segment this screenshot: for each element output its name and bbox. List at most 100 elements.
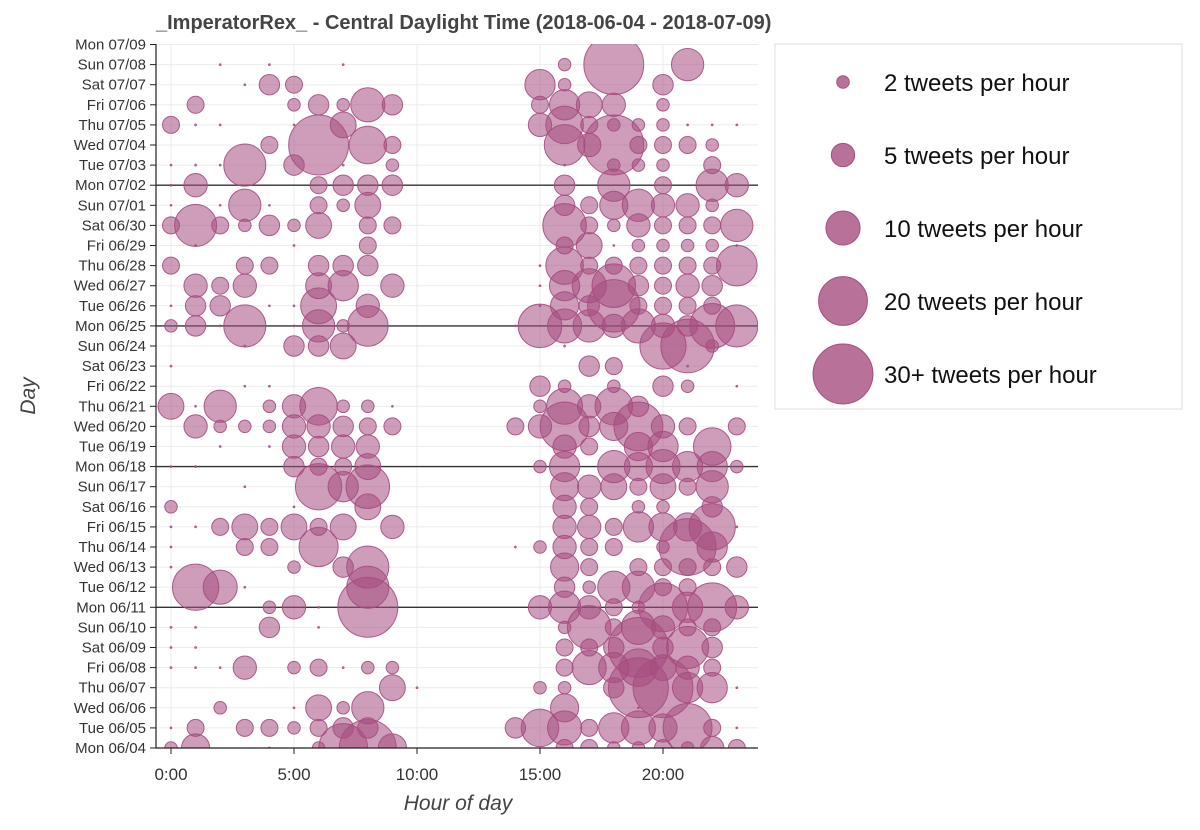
tweet-bubble bbox=[529, 375, 551, 397]
tweet-bubble bbox=[332, 254, 354, 277]
tweet-bubble bbox=[235, 256, 254, 275]
tweet-bubble bbox=[231, 513, 259, 541]
tweet-bubble bbox=[675, 193, 700, 218]
tweet-bubble bbox=[580, 437, 599, 456]
tweet-bubble bbox=[336, 98, 350, 112]
tweet-bubble bbox=[548, 89, 581, 121]
tweet-bubble bbox=[678, 578, 697, 597]
y-tick-label: Wed 06/13 bbox=[74, 559, 146, 576]
tweet-bubble bbox=[678, 417, 697, 436]
tweet-bubble bbox=[218, 203, 222, 207]
tweet-bubble bbox=[385, 158, 400, 172]
tweet-bubble bbox=[580, 115, 599, 134]
legend: 2 tweets per hour 5 tweets per hour 10 twe… bbox=[774, 43, 1183, 410]
tweet-bubble bbox=[594, 387, 634, 426]
tweet-bubble bbox=[355, 293, 380, 318]
tweet-bubble bbox=[705, 138, 719, 152]
tweet-bubble bbox=[184, 315, 207, 337]
tweet-bubble bbox=[262, 399, 277, 414]
legend-marker bbox=[836, 75, 850, 89]
tweet-bubble bbox=[292, 304, 296, 308]
tweet-bubble bbox=[209, 295, 231, 317]
tweet-bubble bbox=[235, 718, 254, 737]
y-tick-label: Wed 07/04 bbox=[74, 137, 146, 154]
tweet-bubble bbox=[307, 254, 330, 277]
tweet-bubble bbox=[283, 335, 305, 357]
tweet-bubble bbox=[329, 332, 357, 360]
tweet-bubble bbox=[580, 538, 599, 556]
tweet-bubble bbox=[292, 505, 296, 509]
tweet-bubble bbox=[174, 203, 218, 247]
tweet-bubble bbox=[696, 672, 728, 704]
tweet-bubble bbox=[727, 417, 746, 436]
x-tick-label: 15:00 bbox=[519, 765, 562, 784]
tweet-bubble bbox=[169, 304, 173, 308]
tweet-bubble bbox=[701, 274, 723, 297]
tweet-bubble bbox=[724, 595, 749, 620]
tweet-bubble bbox=[735, 726, 739, 730]
tweet-bubble bbox=[678, 136, 697, 154]
tweet-bubble bbox=[381, 94, 404, 116]
tweet-bubble bbox=[506, 417, 525, 436]
tweet-bubble bbox=[701, 636, 723, 659]
y-tick-label: Mon 07/02 bbox=[75, 177, 146, 194]
tweet-bubble bbox=[211, 216, 230, 235]
y-tick-label: Fri 06/29 bbox=[87, 238, 146, 255]
tweet-bubble bbox=[703, 156, 722, 175]
tweet-bubble bbox=[715, 304, 758, 348]
y-axis-label: Day bbox=[17, 376, 40, 415]
tweet-bubble bbox=[268, 384, 271, 388]
tweet-bubble bbox=[183, 273, 208, 298]
tweet-bubble bbox=[703, 658, 722, 677]
tweet-bubble bbox=[169, 183, 173, 187]
tweet-bubble bbox=[258, 73, 281, 96]
tweet-bubble bbox=[533, 540, 547, 554]
tweet-bubble bbox=[186, 718, 205, 737]
tweet-bubble bbox=[162, 115, 180, 134]
tweet-bubble bbox=[169, 545, 173, 549]
tweet-bubble bbox=[629, 256, 648, 275]
y-tick-label: Fri 06/22 bbox=[87, 378, 146, 395]
x-axis-label: Hour of day bbox=[404, 792, 514, 815]
tweet-bubble bbox=[194, 123, 197, 127]
tweet-bubble bbox=[309, 658, 328, 677]
tweet-bubble bbox=[287, 660, 301, 675]
tweet-bubble bbox=[164, 319, 178, 333]
tweet-bubble bbox=[361, 660, 375, 675]
tweet-bubble bbox=[292, 244, 296, 247]
tweet-bubble bbox=[550, 693, 580, 723]
tweet-bubble bbox=[260, 136, 279, 154]
tweet-bubble bbox=[557, 680, 572, 695]
y-tick-label: Tue 06/12 bbox=[79, 579, 146, 596]
tweet-bubble bbox=[223, 143, 267, 187]
x-tick-label: 0:00 bbox=[154, 765, 187, 784]
tweet-bubble bbox=[580, 718, 599, 737]
tweet-bubble bbox=[656, 500, 670, 514]
tweet-bubble bbox=[656, 238, 670, 253]
tweet-bubble bbox=[383, 136, 402, 154]
tweet-bubble bbox=[268, 63, 271, 66]
tweet-bubble bbox=[184, 295, 207, 317]
tweet-bubble bbox=[358, 216, 377, 235]
tweet-bubble bbox=[332, 174, 354, 196]
tweet-bubble bbox=[169, 726, 173, 730]
tweet-bubble bbox=[557, 77, 572, 92]
tweet-bubble bbox=[243, 83, 247, 87]
tweet-bubble bbox=[726, 556, 748, 578]
tweet-bubble bbox=[631, 500, 646, 514]
tweet-bubble bbox=[735, 384, 739, 388]
tweet-bubble bbox=[654, 256, 672, 275]
tweet-bubble bbox=[243, 485, 247, 489]
tweet-bubble bbox=[341, 63, 345, 66]
tweet-bubble bbox=[578, 415, 600, 438]
tweet-bubble bbox=[258, 616, 281, 639]
tweet-bubble bbox=[652, 375, 674, 397]
tweet-bubble bbox=[243, 384, 247, 388]
tweet-bubble bbox=[377, 733, 407, 748]
tweet-bubble bbox=[186, 95, 205, 114]
y-tick-label: Thu 06/21 bbox=[78, 398, 146, 415]
tweet-bubble bbox=[211, 276, 230, 295]
tweet-bubble bbox=[331, 434, 356, 459]
tweet-bubble bbox=[285, 75, 303, 94]
tweet-bubble bbox=[575, 91, 603, 119]
